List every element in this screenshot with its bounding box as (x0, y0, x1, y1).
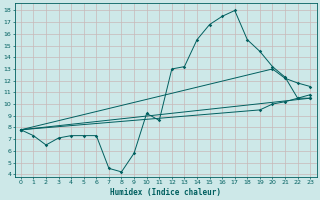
X-axis label: Humidex (Indice chaleur): Humidex (Indice chaleur) (110, 188, 221, 197)
